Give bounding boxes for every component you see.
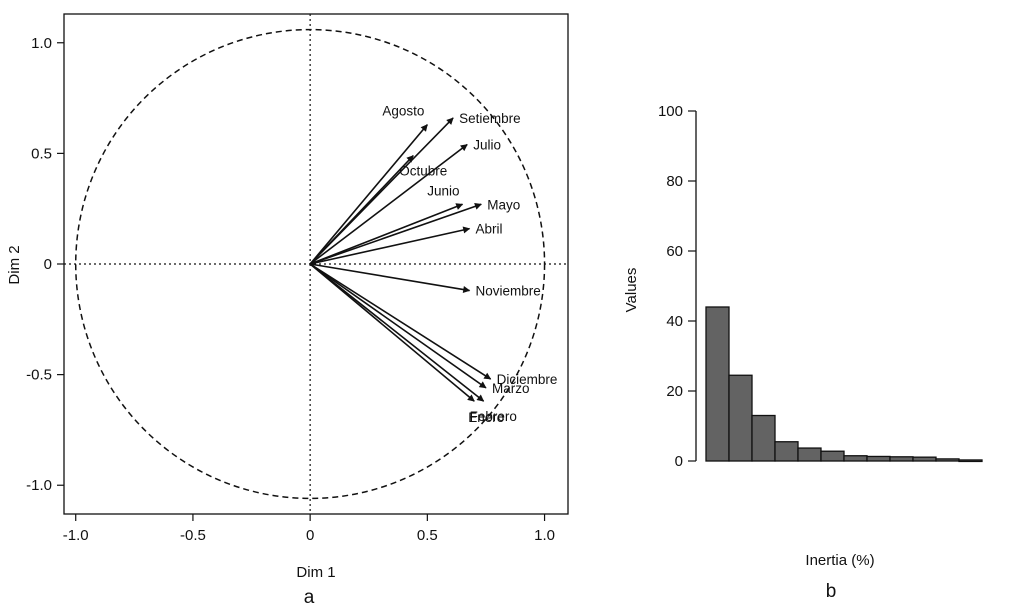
y-tick-label: 0.5 <box>31 145 52 162</box>
bars <box>705 306 983 463</box>
panel-label-a: a <box>304 587 315 608</box>
bar-12 <box>958 459 983 463</box>
bar-11 <box>935 458 960 462</box>
y-tick-label: 0 <box>44 256 52 273</box>
x-tick-label: -0.5 <box>180 527 206 544</box>
bar-8 <box>866 455 891 462</box>
y-tick-label: 0 <box>675 453 683 470</box>
label-mayo: Mayo <box>487 197 520 212</box>
y-tick-label: -0.5 <box>26 367 52 384</box>
label-agosto: Agosto <box>382 104 424 119</box>
bar-1 <box>705 306 730 462</box>
arrow-julio <box>309 143 468 265</box>
x-tick-label: 1.0 <box>534 527 555 544</box>
label-abril: Abril <box>476 222 503 237</box>
bar-6 <box>820 450 845 462</box>
label-diciembre: Diciembre <box>497 372 558 387</box>
arrow-diciembre <box>309 263 492 380</box>
x-axis-label-a: Dim 1 <box>296 564 335 581</box>
y-tick-label: -1.0 <box>26 477 52 494</box>
x-tick-label: -1.0 <box>63 527 89 544</box>
y-tick-label: 1.0 <box>31 35 52 52</box>
arrow-octubre <box>309 155 414 265</box>
panel-label-b: b <box>826 581 837 602</box>
x-axis-label-b: Inertia (%) <box>805 552 874 569</box>
inertia-bar-chart: 0 20 40 60 80 100 Values Inertia (%) b <box>623 103 983 602</box>
arrow-junio <box>309 203 464 265</box>
y-tick-label: 80 <box>666 173 683 190</box>
bar-2 <box>728 374 753 462</box>
bar-4 <box>774 441 799 462</box>
variable-labels: Agosto Setiembre Octubre Julio Junio Mayo Abri… <box>382 104 557 426</box>
bar-7 <box>843 455 868 462</box>
correlation-circle-chart: -1.0 -0.5 0 0.5 1.0 -1.0 -0.5 0 0.5 1.0 Agosto Se… <box>6 13 569 608</box>
label-febrero: Febrero <box>470 409 517 424</box>
y-tick-label: 40 <box>666 313 683 330</box>
unit-circle <box>74 28 546 500</box>
y-axis-label-b: Values <box>623 268 640 313</box>
label-enero: Enero <box>468 410 504 425</box>
y-axis-ticks-a: -1.0 -0.5 0 0.5 1.0 <box>26 35 64 494</box>
bar-5 <box>797 447 822 462</box>
y-tick-label: 100 <box>658 103 683 120</box>
y-tick-label: 60 <box>666 243 683 260</box>
label-octubre: Octubre <box>399 164 447 179</box>
arrow-mayo <box>309 203 482 265</box>
arrow-noviembre <box>310 263 471 293</box>
label-noviembre: Noviembre <box>476 284 541 299</box>
x-axis-ticks-a: -1.0 -0.5 0 0.5 1.0 <box>63 514 555 544</box>
y-axis-ticks-b: 0 20 40 60 80 100 <box>658 103 696 470</box>
label-junio: Junio <box>427 183 459 198</box>
arrow-enero <box>309 263 475 402</box>
bar-9 <box>889 456 914 462</box>
arrow-marzo <box>309 263 487 389</box>
arrow-abril <box>309 226 471 265</box>
arrow-febrero <box>309 263 485 402</box>
label-julio: Julio <box>473 138 501 153</box>
label-setiembre: Setiembre <box>459 111 521 126</box>
y-axis-label-a: Dim 2 <box>6 245 23 284</box>
x-tick-label: 0.5 <box>417 527 438 544</box>
arrow-agosto <box>309 124 428 265</box>
y-tick-label: 20 <box>666 383 683 400</box>
variable-arrows <box>309 117 492 402</box>
x-tick-label: 0 <box>306 527 314 544</box>
bar-3 <box>751 414 776 462</box>
bar-10 <box>912 456 937 462</box>
label-marzo: Marzo <box>492 381 530 396</box>
